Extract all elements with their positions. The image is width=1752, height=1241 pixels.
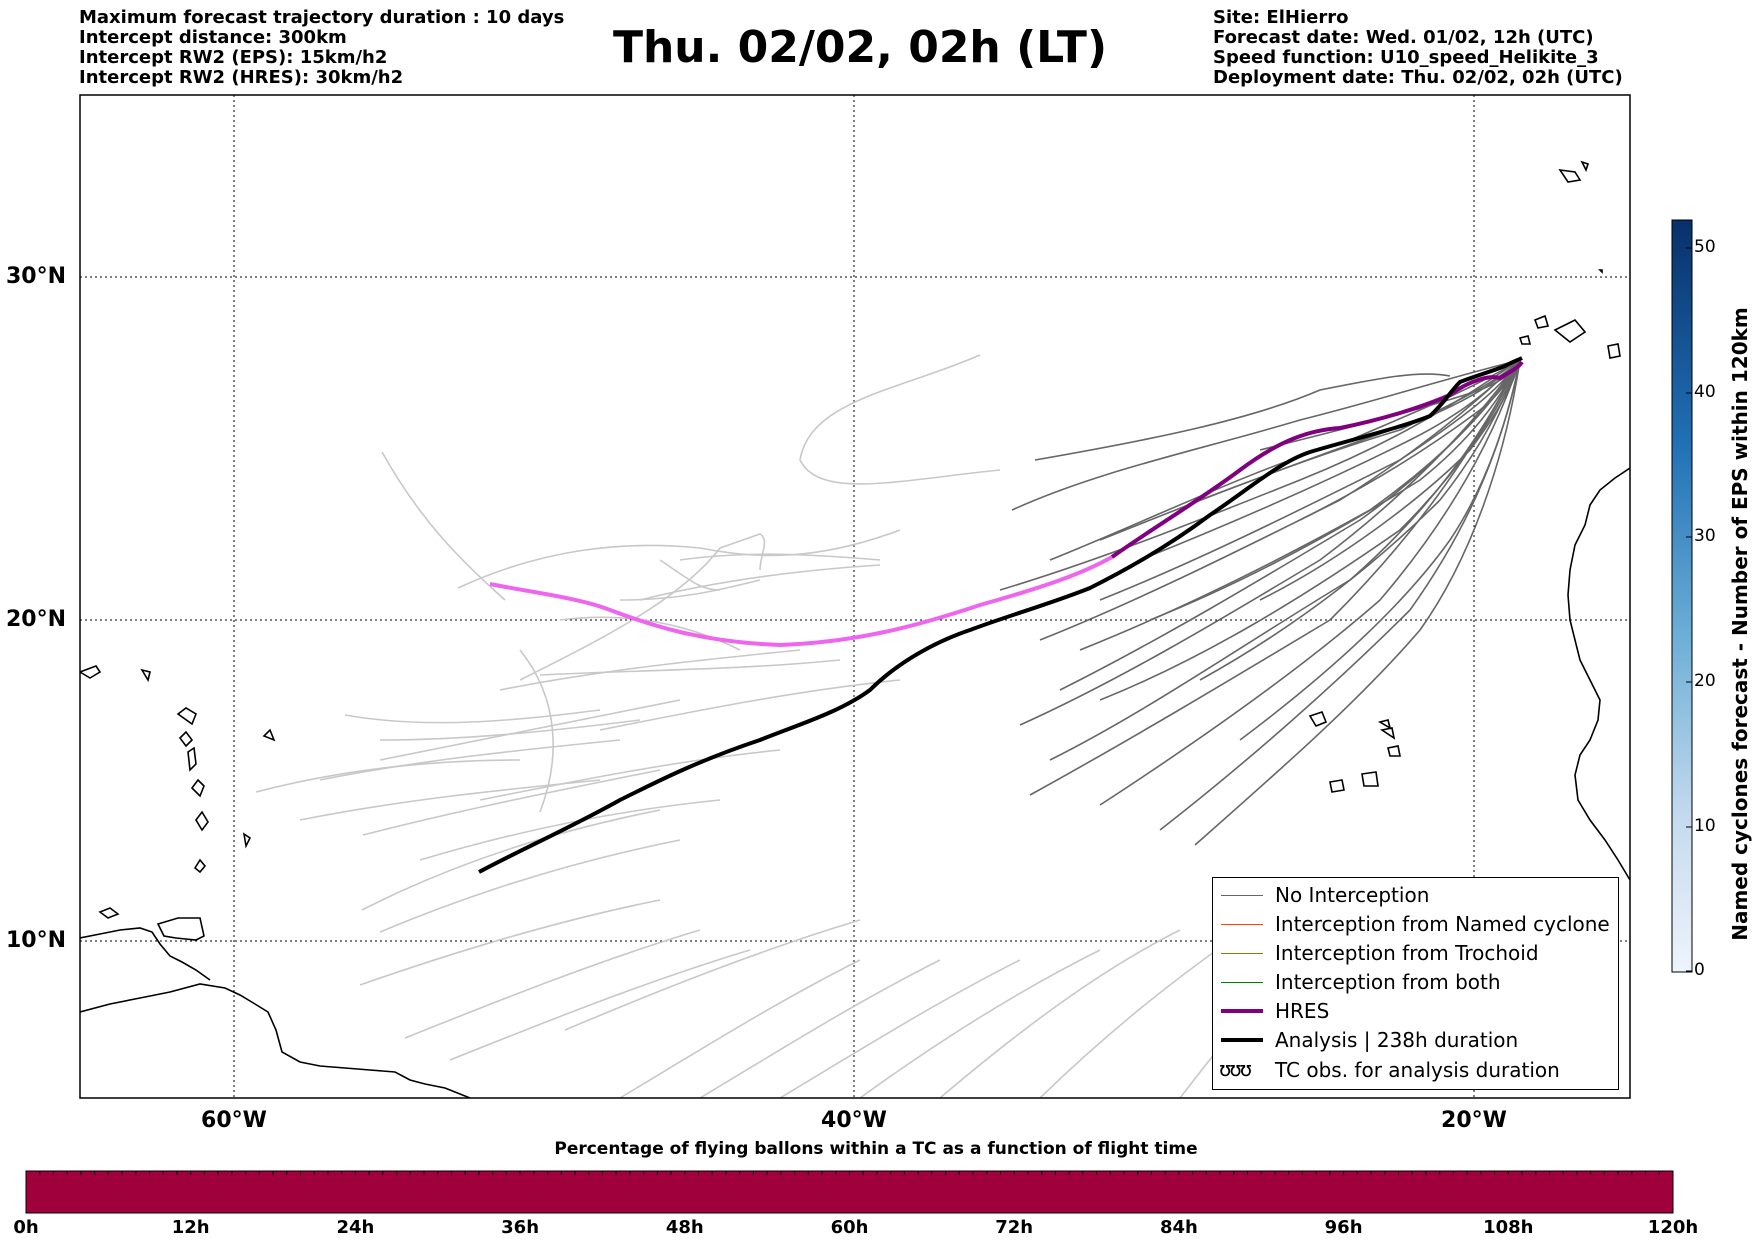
cape-verde-islands — [1308, 711, 1401, 793]
legend-swatch-purple — [1221, 1009, 1263, 1013]
max-duration-text: Maximum forecast trajectory duration : 1… — [79, 7, 565, 28]
legend-hres: HRES — [1213, 998, 1618, 1026]
canary-islands — [1518, 314, 1621, 359]
speed-function-text: Speed function: U10_speed_Helikite_3 — [1213, 47, 1599, 68]
lon-label-40w: 40°W — [821, 1108, 887, 1133]
legend-label: No Interception — [1275, 883, 1430, 907]
site-text: Site: ElHierro — [1213, 7, 1349, 28]
legend: No Interception Interception from Named … — [1212, 877, 1619, 1090]
time-tick-label: 96h — [1324, 1217, 1363, 1238]
madeira-islands — [1558, 160, 1603, 274]
lon-label-20w: 20°W — [1441, 1108, 1507, 1133]
intercept-eps-text: Intercept RW2 (EPS): 15km/h2 — [79, 47, 388, 68]
lat-label-10n: 10°N — [6, 928, 67, 953]
time-tick-label: 72h — [995, 1217, 1034, 1238]
legend-swatch-orange — [1221, 924, 1263, 925]
legend-analysis: Analysis | 238h duration — [1213, 1027, 1618, 1055]
time-tick-label: 0h — [13, 1217, 39, 1238]
legend-swatch-green — [1221, 982, 1263, 983]
eps-trajectories-dark — [999, 359, 1521, 846]
legend-label: Interception from both — [1275, 970, 1501, 994]
map-frame — [79, 94, 1631, 1099]
time-tick-label: 108h — [1483, 1217, 1534, 1238]
time-tick-label: 36h — [501, 1217, 540, 1238]
legend-swatch-black — [1221, 1038, 1263, 1042]
header-right-info: Site: ElHierro Forecast date: Wed. 01/02… — [1213, 8, 1623, 88]
colorbar-tick-30: 30 — [1694, 526, 1716, 546]
percentage-bar — [25, 1170, 1674, 1214]
hres-trajectory-light — [489, 555, 1113, 648]
legend-label: Analysis | 238h duration — [1275, 1028, 1519, 1052]
south-america-coast — [80, 983, 471, 1098]
legend-swatch-gray — [1221, 895, 1263, 896]
legend-named-cyclone: Interception from Named cyclone — [1213, 911, 1618, 939]
colorbar-tick-10: 10 — [1694, 816, 1716, 836]
legend-trochoid: Interception from Trochoid — [1213, 940, 1618, 968]
legend-label: HRES — [1275, 999, 1330, 1023]
lat-label-20n: 20°N — [6, 607, 67, 632]
intercept-distance-text: Intercept distance: 300km — [79, 27, 347, 48]
header-left-info: Maximum forecast trajectory duration : 1… — [79, 8, 564, 88]
time-tick-label: 12h — [171, 1217, 210, 1238]
forecast-date-text: Forecast date: Wed. 01/02, 12h (UTC) — [1213, 27, 1594, 48]
venezuela-coast-north — [80, 927, 211, 981]
time-tick-label: 120h — [1647, 1217, 1699, 1238]
colorbar-tick-20: 20 — [1694, 671, 1716, 691]
legend-no-interception: No Interception — [1213, 882, 1618, 910]
lon-label-60w: 60°W — [201, 1108, 267, 1133]
africa-coast — [1567, 467, 1630, 881]
time-tick-label: 48h — [665, 1217, 704, 1238]
legend-label: Interception from Trochoid — [1275, 941, 1539, 965]
deployment-date-text: Deployment date: Thu. 02/02, 02h (UTC) — [1213, 67, 1623, 88]
tc-symbol-icon: ʊʊʊ — [1219, 1057, 1252, 1081]
time-tick-label: 84h — [1159, 1217, 1198, 1238]
legend-label: TC obs. for analysis duration — [1275, 1058, 1560, 1082]
percentage-bar-ticks — [25, 1171, 1674, 1175]
colorbar-tick-50: 50 — [1694, 237, 1716, 257]
colorbar-ticks — [1686, 247, 1692, 972]
colorbar-tick-40: 40 — [1694, 382, 1716, 402]
colorbar-tick-0: 0 — [1694, 960, 1705, 980]
intercept-hres-text: Intercept RW2 (HRES): 30km/h2 — [79, 67, 404, 88]
colorbar-gradient — [1671, 219, 1693, 973]
coastlines — [80, 160, 1630, 1098]
hres-trajectory — [1110, 360, 1524, 559]
caribbean-islands — [80, 665, 276, 919]
time-tick-label: 60h — [830, 1217, 869, 1238]
legend-both: Interception from both — [1213, 969, 1618, 997]
eps-trajectories-light — [255, 354, 1341, 1098]
legend-swatch-olive — [1221, 953, 1263, 954]
percentage-bar-title: Percentage of flying ballons within a TC… — [554, 1139, 1198, 1159]
lat-label-30n: 30°N — [6, 264, 67, 289]
colorbar-label: Named cyclones forecast - Number of EPS … — [1728, 307, 1752, 941]
trinidad-coast — [156, 917, 205, 941]
time-tick-label: 24h — [336, 1217, 375, 1238]
legend-tc-obs: ʊʊʊ TC obs. for analysis duration — [1213, 1057, 1618, 1085]
page-title: Thu. 02/02, 02h (LT) — [612, 22, 1108, 73]
legend-label: Interception from Named cyclone — [1275, 912, 1610, 936]
analysis-trajectory — [478, 356, 1523, 874]
